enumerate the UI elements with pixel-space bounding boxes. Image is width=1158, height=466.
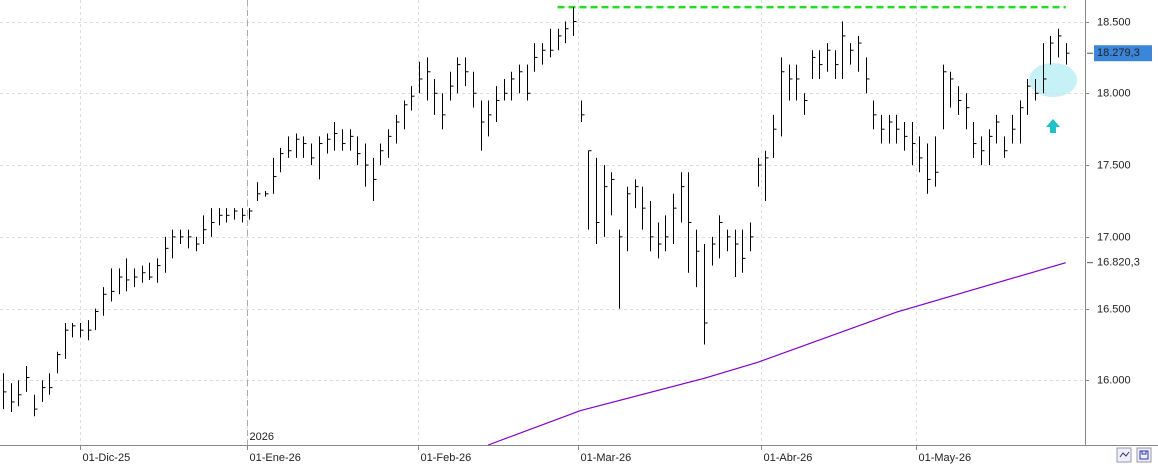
y-tick-label: 16.500 — [1097, 303, 1131, 315]
moving-average — [488, 262, 1066, 446]
x-tick-label: 01-Dic-25 — [83, 452, 131, 464]
y-tick-label: 18.000 — [1097, 87, 1131, 99]
x-tick-label: 01-Mar-26 — [581, 452, 632, 464]
up-arrow — [1046, 119, 1060, 133]
save-icon — [1139, 450, 1149, 460]
scale-button[interactable] — [1116, 447, 1132, 463]
y-tick-label: 17.000 — [1097, 231, 1131, 243]
year-label: 2026 — [250, 431, 274, 443]
highlight-ellipse — [1029, 63, 1077, 97]
scale-icon — [1119, 451, 1130, 458]
x-tick-label: 01-Feb-26 — [421, 452, 472, 464]
last-price-label: 16.820,3 — [1097, 257, 1140, 269]
save-button[interactable] — [1136, 447, 1152, 463]
y-tick-label: 16.000 — [1097, 374, 1131, 386]
last-price-box — [1094, 45, 1152, 62]
last-price-label: 18.279,3 — [1097, 47, 1140, 59]
x-tick-label: 01-Abr-26 — [764, 452, 813, 464]
x-tick-label: 01-May-26 — [919, 452, 972, 464]
y-tick-label: 17.500 — [1097, 159, 1131, 171]
x-tick-label: 01-Ene-26 — [250, 452, 301, 464]
y-tick-label: 18.500 — [1097, 16, 1131, 28]
